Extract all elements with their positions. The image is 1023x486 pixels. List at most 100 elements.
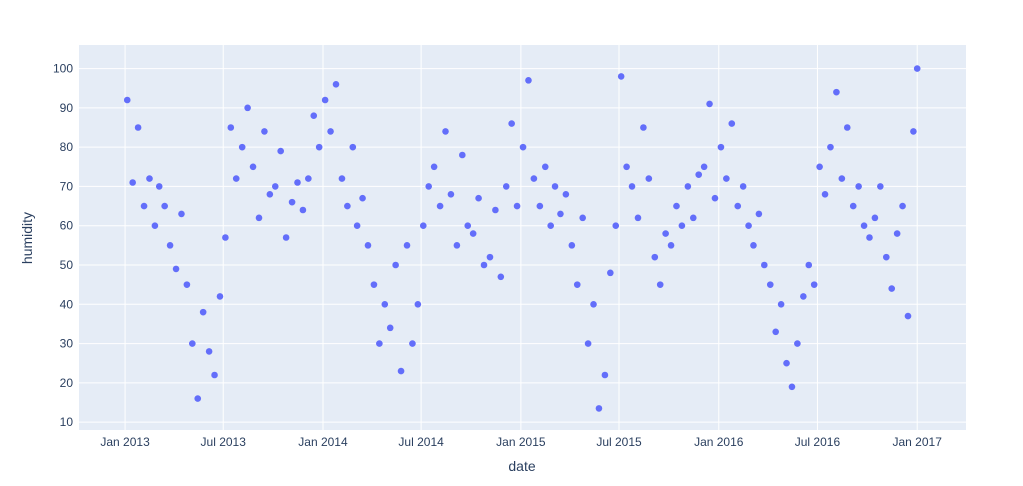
point — [673, 202, 680, 210]
point — [536, 202, 544, 210]
point — [244, 104, 251, 112]
point — [651, 253, 659, 261]
point — [199, 308, 207, 316]
point — [513, 202, 521, 210]
point — [146, 175, 153, 182]
x-tick-label: Jan 2014 — [298, 435, 348, 449]
point — [442, 128, 449, 135]
y-tick-label: 10 — [60, 415, 74, 429]
point — [315, 143, 323, 151]
point — [871, 214, 879, 222]
point — [827, 143, 834, 151]
point — [777, 300, 785, 308]
point — [310, 112, 318, 120]
x-tick-label: Jul 2013 — [201, 435, 247, 449]
point — [349, 143, 357, 151]
point — [172, 265, 180, 273]
point — [723, 175, 730, 182]
point — [282, 234, 290, 241]
point — [783, 359, 790, 367]
point — [728, 120, 736, 127]
point — [194, 395, 202, 402]
point — [151, 222, 159, 230]
point — [492, 206, 499, 214]
point — [755, 210, 763, 218]
point — [678, 222, 686, 230]
point — [607, 269, 614, 277]
point — [238, 143, 246, 151]
point — [364, 242, 372, 249]
y-tick-label: 20 — [60, 376, 74, 390]
point — [772, 328, 779, 336]
point — [700, 163, 708, 171]
point — [288, 198, 296, 206]
point — [855, 183, 862, 190]
y-tick-label: 100 — [53, 62, 73, 76]
point — [222, 234, 229, 241]
point — [634, 214, 642, 222]
x-tick-label: Jan 2015 — [496, 435, 546, 449]
x-tick-label: Jan 2016 — [694, 435, 744, 449]
point — [816, 163, 823, 171]
point — [134, 124, 142, 131]
point — [734, 202, 742, 210]
point — [459, 151, 466, 159]
point — [430, 163, 438, 171]
point — [628, 183, 636, 190]
point — [294, 179, 301, 186]
point — [667, 242, 675, 249]
point — [327, 128, 334, 135]
point — [211, 371, 218, 379]
point — [590, 300, 597, 308]
point — [249, 163, 257, 171]
point — [800, 293, 807, 300]
point — [305, 175, 312, 182]
point — [255, 214, 263, 222]
point — [640, 124, 647, 131]
point — [568, 242, 576, 249]
point — [425, 183, 433, 190]
point — [129, 179, 136, 186]
x-tick-label: Jan 2017 — [893, 435, 943, 449]
point — [502, 183, 510, 190]
y-axis-title: humidity — [19, 212, 35, 264]
y-tick-label: 40 — [60, 297, 74, 311]
point — [849, 202, 857, 210]
y-tick-label: 80 — [60, 140, 74, 154]
point — [866, 234, 873, 241]
point — [321, 96, 329, 104]
point — [469, 230, 477, 237]
x-tick-label: Jul 2015 — [596, 435, 642, 449]
point — [381, 300, 389, 308]
point — [750, 242, 757, 249]
point — [155, 183, 163, 190]
x-tick-label: Jan 2013 — [100, 435, 150, 449]
point — [338, 175, 346, 182]
point — [178, 210, 185, 218]
point — [601, 371, 609, 379]
point — [739, 183, 747, 190]
point — [519, 143, 527, 151]
point — [232, 175, 240, 182]
point — [888, 285, 896, 292]
plot-area — [79, 45, 966, 430]
point — [486, 253, 494, 261]
x-tick-label: Jul 2014 — [398, 435, 444, 449]
point — [397, 367, 405, 375]
point — [414, 300, 422, 308]
point — [617, 73, 625, 80]
point — [205, 348, 213, 355]
point — [913, 65, 921, 72]
point — [612, 222, 620, 230]
point — [183, 281, 191, 288]
point — [904, 312, 912, 320]
point — [277, 147, 284, 155]
point — [899, 202, 906, 210]
point — [547, 222, 554, 230]
point — [140, 202, 148, 210]
point — [573, 281, 581, 288]
point — [579, 214, 586, 222]
point — [745, 222, 752, 230]
point — [227, 124, 235, 131]
point — [475, 194, 482, 202]
